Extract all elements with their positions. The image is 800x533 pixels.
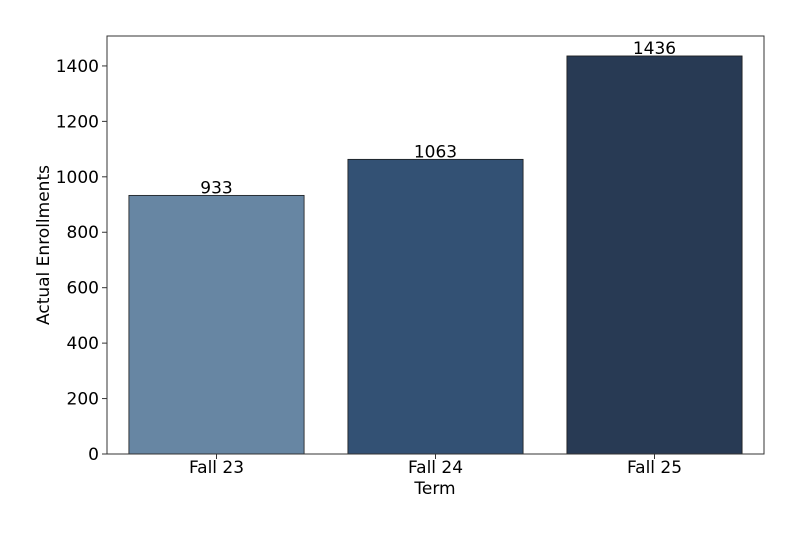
data-label: 1063 xyxy=(414,142,457,162)
y-tick-label: 1400 xyxy=(56,57,99,77)
y-axis-label: Actual Enrollments xyxy=(34,165,54,325)
y-tick-label: 400 xyxy=(67,334,99,354)
y-tick-label: 1200 xyxy=(56,112,99,132)
bar xyxy=(566,55,743,455)
plot-frame xyxy=(106,35,765,455)
x-tick-label: Fall 24 xyxy=(408,458,463,478)
y-tick-label: 0 xyxy=(88,445,99,465)
x-tick-label: Fall 23 xyxy=(189,458,244,478)
data-label: 1436 xyxy=(633,39,676,59)
x-axis-label: Term xyxy=(413,479,455,499)
data-label: 933 xyxy=(200,178,232,198)
y-tick-label: 600 xyxy=(67,279,99,299)
y-tick-label: 1000 xyxy=(56,168,99,188)
bar xyxy=(128,194,305,455)
y-tick-label: 200 xyxy=(67,390,99,410)
bar xyxy=(347,158,524,455)
x-tick-label: Fall 25 xyxy=(627,458,682,478)
y-tick-label: 800 xyxy=(67,223,99,243)
